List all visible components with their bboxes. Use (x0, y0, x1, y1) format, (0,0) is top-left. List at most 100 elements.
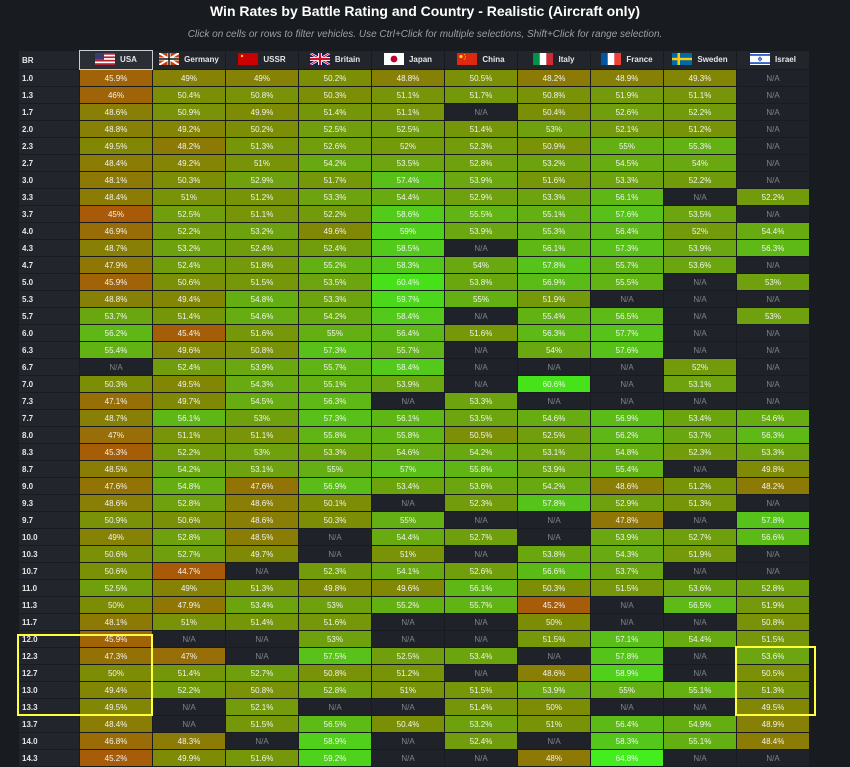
winrate-cell[interactable]: 49% (80, 529, 152, 545)
winrate-cell[interactable]: N/A (737, 376, 809, 392)
winrate-cell[interactable]: N/A (737, 342, 809, 358)
winrate-cell[interactable]: 50.5% (445, 70, 517, 86)
winrate-cell[interactable]: 53.5% (664, 206, 736, 222)
winrate-cell[interactable]: 57.5% (299, 648, 371, 664)
winrate-cell[interactable]: 49.6% (299, 223, 371, 239)
br-label[interactable]: 11.0 (19, 580, 79, 596)
table-row[interactable]: 8.7 48.5% 54.2% 53.1% 55% 57% 55.8% 53.9% 55.4% N… (19, 461, 809, 477)
winrate-cell[interactable]: N/A (664, 325, 736, 341)
br-label[interactable]: 2.0 (19, 121, 79, 137)
winrate-cell[interactable]: 52.6% (445, 563, 517, 579)
winrate-cell[interactable]: 56.3% (518, 325, 590, 341)
winrate-cell[interactable]: 53.9% (445, 172, 517, 188)
winrate-cell[interactable]: 52.5% (518, 427, 590, 443)
winrate-cell[interactable]: N/A (299, 529, 371, 545)
br-label[interactable]: 13.0 (19, 682, 79, 698)
winrate-cell[interactable]: 48.3% (153, 733, 225, 749)
winrate-cell[interactable]: N/A (664, 648, 736, 664)
br-label[interactable]: 10.0 (19, 529, 79, 545)
winrate-cell[interactable]: N/A (226, 563, 298, 579)
winrate-cell[interactable]: 52.5% (153, 206, 225, 222)
table-row[interactable]: 3.3 48.4% 51% 51.2% 53.3% 54.4% 52.9% 53.3% 56.1… (19, 189, 809, 205)
winrate-cell[interactable]: 51.5% (737, 631, 809, 647)
winrate-cell[interactable]: 53.9% (518, 461, 590, 477)
winrate-cell[interactable]: 48.6% (226, 512, 298, 528)
winrate-cell[interactable]: 53.3% (591, 172, 663, 188)
winrate-cell[interactable]: 53.2% (518, 155, 590, 171)
winrate-cell[interactable]: 48.4% (80, 189, 152, 205)
winrate-cell[interactable]: 50.9% (518, 138, 590, 154)
winrate-cell[interactable]: 53.3% (445, 393, 517, 409)
winrate-cell[interactable]: 64.8% (591, 750, 663, 766)
winrate-cell[interactable]: 52.5% (372, 121, 444, 137)
winrate-cell[interactable]: 55.8% (372, 427, 444, 443)
winrate-cell[interactable]: 50.6% (153, 274, 225, 290)
winrate-cell[interactable]: 53.8% (445, 274, 517, 290)
winrate-cell[interactable]: 56.5% (591, 308, 663, 324)
winrate-cell[interactable]: 50.8% (226, 342, 298, 358)
winrate-cell[interactable]: 58.5% (372, 240, 444, 256)
winrate-cell[interactable]: 55.8% (445, 461, 517, 477)
winrate-cell[interactable]: 56.5% (664, 597, 736, 613)
winrate-cell[interactable]: N/A (737, 546, 809, 562)
winrate-cell[interactable]: 50% (518, 699, 590, 715)
winrate-cell[interactable]: 51.8% (226, 257, 298, 273)
br-label[interactable]: 4.0 (19, 223, 79, 239)
table-row[interactable]: 13.7 48.4% N/A 51.5% 56.5% 50.4% 53.2% 51% 56.4%… (19, 716, 809, 732)
winrate-cell[interactable]: 49% (226, 70, 298, 86)
winrate-cell[interactable]: 54.6% (372, 444, 444, 460)
winrate-cell[interactable]: 51% (153, 189, 225, 205)
winrate-cell[interactable]: 52.8% (299, 682, 371, 698)
winrate-cell[interactable]: N/A (737, 257, 809, 273)
winrate-cell[interactable]: 52% (664, 223, 736, 239)
winrate-cell[interactable]: 50.5% (445, 427, 517, 443)
table-row[interactable]: 2.3 49.5% 48.2% 51.3% 52.6% 52% 52.3% 50.9% 55% 5… (19, 138, 809, 154)
winrate-cell[interactable]: 48.1% (80, 172, 152, 188)
table-row[interactable]: 1.3 46% 50.4% 50.8% 50.3% 51.1% 51.7% 50.8% 51.9… (19, 87, 809, 103)
winrate-cell[interactable]: 50.3% (80, 376, 152, 392)
winrate-cell[interactable]: N/A (591, 614, 663, 630)
winrate-cell[interactable]: 52.2% (153, 223, 225, 239)
br-label[interactable]: 8.0 (19, 427, 79, 443)
br-label[interactable]: 6.3 (19, 342, 79, 358)
winrate-cell[interactable]: 51.6% (226, 750, 298, 766)
winrate-cell[interactable]: N/A (737, 393, 809, 409)
winrate-cell[interactable]: 52.8% (445, 155, 517, 171)
winrate-cell[interactable]: 49.5% (80, 699, 152, 715)
winrate-cell[interactable]: 50.6% (153, 512, 225, 528)
winrate-cell[interactable]: 51.3% (226, 580, 298, 596)
winrate-cell[interactable]: N/A (664, 308, 736, 324)
winrate-cell[interactable]: N/A (153, 716, 225, 732)
winrate-cell[interactable]: 53.3% (299, 189, 371, 205)
winrate-cell[interactable]: N/A (737, 155, 809, 171)
winrate-cell[interactable]: 57% (372, 461, 444, 477)
table-row[interactable]: 11.3 50% 47.9% 53.4% 53% 55.2% 55.7% 45.2% N/A 56… (19, 597, 809, 613)
winrate-cell[interactable]: 54% (445, 257, 517, 273)
winrate-cell[interactable]: 52.4% (445, 733, 517, 749)
table-row[interactable]: 13.0 49.4% 52.2% 50.8% 52.8% 51% 51.5% 53.9% 55%… (19, 682, 809, 698)
br-label[interactable]: 4.7 (19, 257, 79, 273)
winrate-cell[interactable]: N/A (445, 665, 517, 681)
winrate-cell[interactable]: 53.1% (664, 376, 736, 392)
table-row[interactable]: 1.0 45.9% 49% 49% 50.2% 48.8% 50.5% 48.2% 48.9% 4… (19, 70, 809, 86)
table-row[interactable]: 3.0 48.1% 50.3% 52.9% 51.7% 57.4% 53.9% 51.6% 53… (19, 172, 809, 188)
winrate-cell[interactable]: 52.4% (226, 240, 298, 256)
winrate-cell[interactable]: 53.2% (153, 240, 225, 256)
winrate-cell[interactable]: 52.4% (299, 240, 371, 256)
winrate-cell[interactable]: 52.6% (591, 104, 663, 120)
table-row[interactable]: 5.0 45.9% 50.6% 51.5% 53.5% 60.4% 53.8% 56.9% 55… (19, 274, 809, 290)
winrate-cell[interactable]: 53.9% (372, 376, 444, 392)
winrate-cell[interactable]: 50.9% (80, 512, 152, 528)
winrate-cell[interactable]: 53.9% (664, 240, 736, 256)
winrate-cell[interactable]: 56.2% (591, 427, 663, 443)
winrate-cell[interactable]: 54.1% (372, 563, 444, 579)
winrate-cell[interactable]: 45.3% (80, 444, 152, 460)
winrate-cell[interactable]: 51.1% (372, 104, 444, 120)
winrate-cell[interactable]: 48.5% (226, 529, 298, 545)
winrate-cell[interactable]: 51.1% (372, 87, 444, 103)
winrate-cell[interactable]: 56.9% (518, 274, 590, 290)
winrate-cell[interactable]: N/A (445, 104, 517, 120)
winrate-cell[interactable]: 53.6% (445, 478, 517, 494)
winrate-cell[interactable]: 48.4% (80, 155, 152, 171)
winrate-cell[interactable]: 52.1% (226, 699, 298, 715)
